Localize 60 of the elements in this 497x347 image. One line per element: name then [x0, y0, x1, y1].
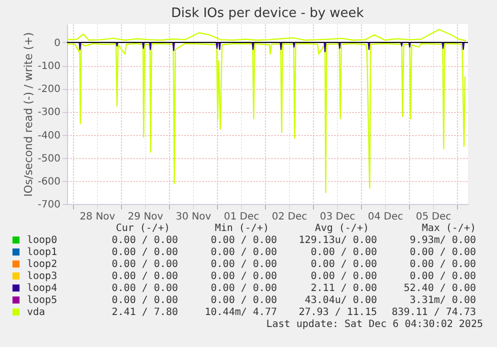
- x-tick-label: 03 Dec: [320, 212, 356, 222]
- text: Min (-/+): [214, 223, 269, 234]
- y-tick-label: -100: [38, 61, 60, 72]
- legend-label: loop2: [27, 259, 58, 270]
- x-tick-label: 29 Nov: [128, 212, 164, 222]
- y-tick-label: -400: [38, 130, 60, 142]
- text: 0.00 / 0.00: [112, 247, 178, 258]
- y-tick-label: -200: [38, 84, 60, 96]
- text: 0.00 / 0.00: [112, 271, 178, 282]
- text: Max (-/+): [422, 223, 476, 234]
- y-axis-title: IOs/second read (-) / write (+): [22, 32, 35, 197]
- text: 0.00 / 0.00: [210, 235, 277, 246]
- text: 0.00 / 0.00: [210, 295, 277, 306]
- text: Avg (-/+): [314, 223, 369, 234]
- text: 0.00 / 0.00: [310, 271, 377, 282]
- x-tick-label: 01 Dec: [224, 212, 260, 222]
- x-tick-label: 05 Dec: [416, 212, 452, 222]
- legend-label: loop3: [27, 271, 58, 282]
- text: 0.00 / 0.00: [310, 247, 377, 258]
- text: 129.13u/ 0.00: [298, 235, 377, 246]
- line-series: [67, 28, 467, 42]
- text: 2.41 / 7.80: [112, 307, 178, 318]
- text: 0.00 / 0.00: [410, 271, 476, 282]
- chart-title: Disk IOs per device - by week: [171, 6, 364, 21]
- text: 0.00 / 0.00: [210, 247, 277, 258]
- text: 0.00 / 0.00: [410, 259, 476, 270]
- legend-label: loop1: [27, 247, 58, 258]
- text: 0.00 / 0.00: [410, 247, 476, 258]
- text: 0.00 / 0.00: [210, 271, 277, 282]
- text: 839.11 / 74.73: [392, 307, 476, 318]
- text: 0.00 / 0.00: [112, 259, 178, 270]
- legend-label: loop4: [27, 283, 58, 294]
- line-series: [67, 43, 467, 194]
- y-tick-label: -500: [38, 153, 60, 164]
- text: Cur (-/+): [116, 223, 170, 234]
- legend-label: loop5: [27, 295, 58, 306]
- text: 10.44m/ 4.77: [204, 307, 277, 318]
- x-tick-label: 02 Dec: [272, 212, 308, 222]
- text: 43.04u/ 0.00: [304, 295, 377, 306]
- legend-label: vda: [27, 307, 46, 318]
- text: 0.00 / 0.00: [112, 235, 178, 246]
- text: 0.00 / 0.00: [210, 259, 277, 270]
- y-tick-label: -700: [38, 200, 60, 210]
- text: 0.00 / 0.00: [112, 295, 178, 306]
- x-tick-label: 04 Dec: [368, 212, 404, 222]
- y-tick-label: -300: [38, 107, 60, 118]
- text: 0.00 / 0.00: [210, 283, 277, 294]
- text: 27.93 / 11.15: [298, 307, 377, 318]
- text: 52.40 / 0.00: [404, 283, 476, 294]
- text: 9.93m/ 0.00: [410, 235, 476, 246]
- text: 2.11 / 0.00: [310, 283, 377, 294]
- y-tick-label: 0: [54, 38, 60, 49]
- x-tick-label: 28 Nov: [80, 212, 116, 222]
- text: 3.31m/ 0.00: [410, 295, 476, 306]
- text: 0.00 / 0.00: [310, 259, 377, 270]
- y-tick-label: -600: [38, 176, 60, 188]
- text: 0.00 / 0.00: [112, 283, 178, 294]
- x-tick-label: 30 Nov: [176, 212, 212, 222]
- legend-label: loop0: [27, 235, 58, 246]
- text: Last update: Sat Dec 6 04:30:02 2025: [266, 319, 483, 330]
